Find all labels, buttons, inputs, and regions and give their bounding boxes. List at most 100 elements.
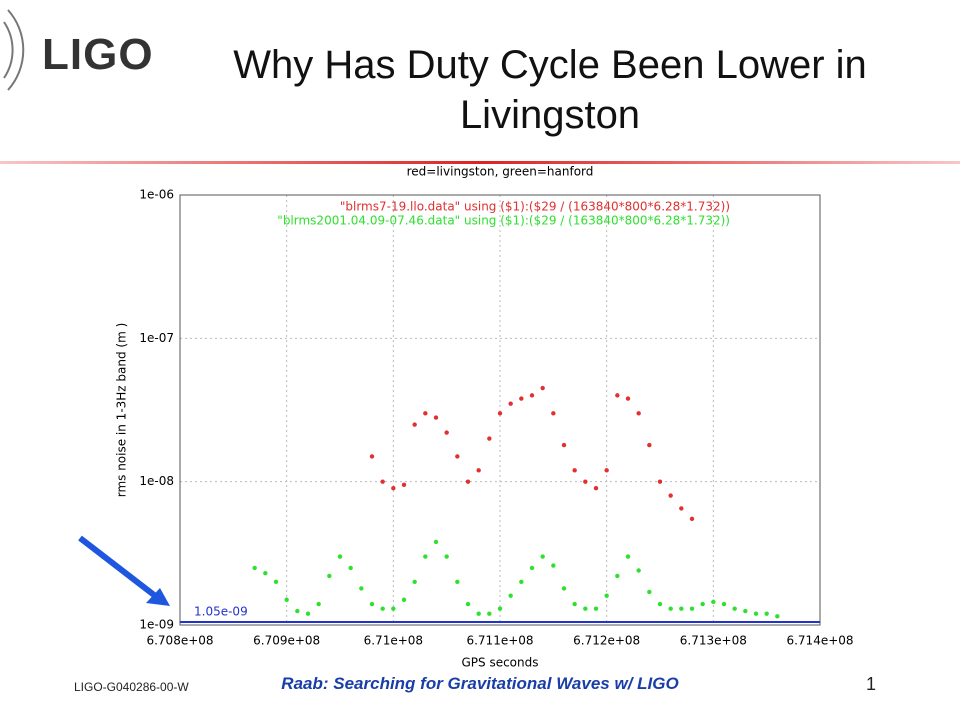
plot-background	[110, 164, 855, 649]
data-point	[647, 589, 652, 595]
data-point	[412, 579, 417, 585]
data-point	[465, 479, 471, 484]
x-tick-label: 6.71e+08	[364, 634, 423, 648]
data-point	[615, 393, 620, 398]
data-point	[604, 468, 609, 473]
data-point	[401, 482, 407, 488]
data-point	[412, 422, 417, 427]
data-point	[369, 601, 375, 607]
title-rule	[0, 161, 960, 164]
data-point	[391, 606, 396, 611]
data-point	[551, 563, 556, 568]
data-point	[348, 565, 353, 571]
data-point	[625, 554, 631, 559]
data-point	[647, 442, 652, 448]
x-tick-label: 6.708e+08	[146, 634, 213, 648]
data-point	[689, 606, 695, 611]
data-point	[380, 479, 385, 484]
data-point	[540, 554, 545, 559]
data-point	[423, 554, 428, 559]
data-point	[604, 593, 609, 598]
data-point	[423, 411, 428, 416]
page-number: 1	[866, 674, 877, 694]
data-point	[519, 396, 524, 401]
data-point	[369, 454, 375, 459]
data-point	[572, 468, 577, 473]
data-point	[679, 606, 684, 611]
data-point	[636, 411, 641, 416]
data-point	[679, 506, 684, 511]
data-point	[689, 516, 695, 522]
x-tick-label: 6.711e+08	[466, 634, 533, 648]
y-tick-label: 1e-07	[139, 331, 174, 345]
data-point	[529, 393, 535, 398]
data-point	[668, 493, 673, 498]
x-tick-label: 6.709e+08	[253, 634, 320, 648]
data-point	[583, 606, 588, 611]
data-point	[391, 486, 396, 491]
y-tick-label: 1e-09	[139, 618, 174, 632]
data-point	[572, 601, 577, 607]
arrow-shaft	[78, 535, 160, 601]
data-point	[721, 601, 727, 607]
data-point	[657, 479, 663, 484]
data-point	[497, 411, 503, 416]
data-point	[476, 611, 481, 616]
data-point	[380, 606, 385, 611]
data-point	[508, 401, 513, 406]
data-point	[295, 608, 300, 614]
data-point	[711, 599, 716, 605]
data-point	[732, 606, 737, 611]
data-point	[316, 601, 321, 607]
data-point	[444, 554, 449, 559]
data-point	[444, 430, 449, 435]
data-point	[700, 601, 705, 607]
data-point	[508, 593, 513, 598]
arrow-head	[146, 588, 170, 606]
logo-arcs	[3, 9, 25, 91]
y-tick-label: 1e-08	[139, 474, 174, 488]
data-point	[764, 611, 769, 616]
data-point	[593, 486, 599, 491]
data-point	[455, 579, 460, 585]
data-point	[263, 570, 268, 576]
legend-entry: "blrms2001.04.09-07.46.data" using ($1):…	[277, 214, 730, 228]
data-point	[273, 579, 279, 585]
data-point	[561, 442, 567, 448]
x-tick-label: 6.712e+08	[573, 634, 640, 648]
data-point	[519, 579, 524, 585]
data-point	[540, 385, 545, 391]
data-point	[337, 554, 343, 559]
x-tick-label: 6.714e+08	[786, 634, 853, 648]
plot-frame	[179, 194, 821, 626]
data-point	[433, 539, 439, 545]
data-point	[775, 614, 780, 619]
data-point	[252, 565, 257, 571]
data-point	[743, 608, 748, 614]
x-axis-label: GPS seconds	[461, 656, 538, 670]
data-point	[551, 411, 556, 416]
data-point	[668, 606, 673, 611]
data-point	[305, 611, 311, 616]
x-tick-label: 6.713e+08	[680, 634, 747, 648]
data-point	[753, 611, 759, 616]
footer-id: LIGO-G040286-00-W	[74, 680, 189, 694]
legend-entry: "blrms7-19.llo.data" using ($1):($29 / (…	[340, 200, 730, 214]
data-point	[359, 586, 364, 591]
data-point	[284, 597, 289, 602]
data-point	[465, 601, 471, 607]
data-point	[625, 396, 631, 401]
data-point	[529, 565, 535, 571]
reference-label: 1.05e-09	[194, 604, 248, 618]
logo: LIGO	[42, 30, 154, 79]
y-tick-label: 1e-06	[139, 188, 174, 202]
chart-title: red=livingston, green=hanford	[407, 165, 594, 179]
data-point	[593, 606, 599, 611]
footer-text: Raab: Searching for Gravitational Waves …	[281, 674, 679, 693]
data-point	[401, 597, 407, 602]
data-point	[476, 468, 481, 473]
data-point	[561, 586, 567, 591]
slide-title: Why Has Duty Cycle Been Lower in Livings…	[233, 43, 867, 137]
